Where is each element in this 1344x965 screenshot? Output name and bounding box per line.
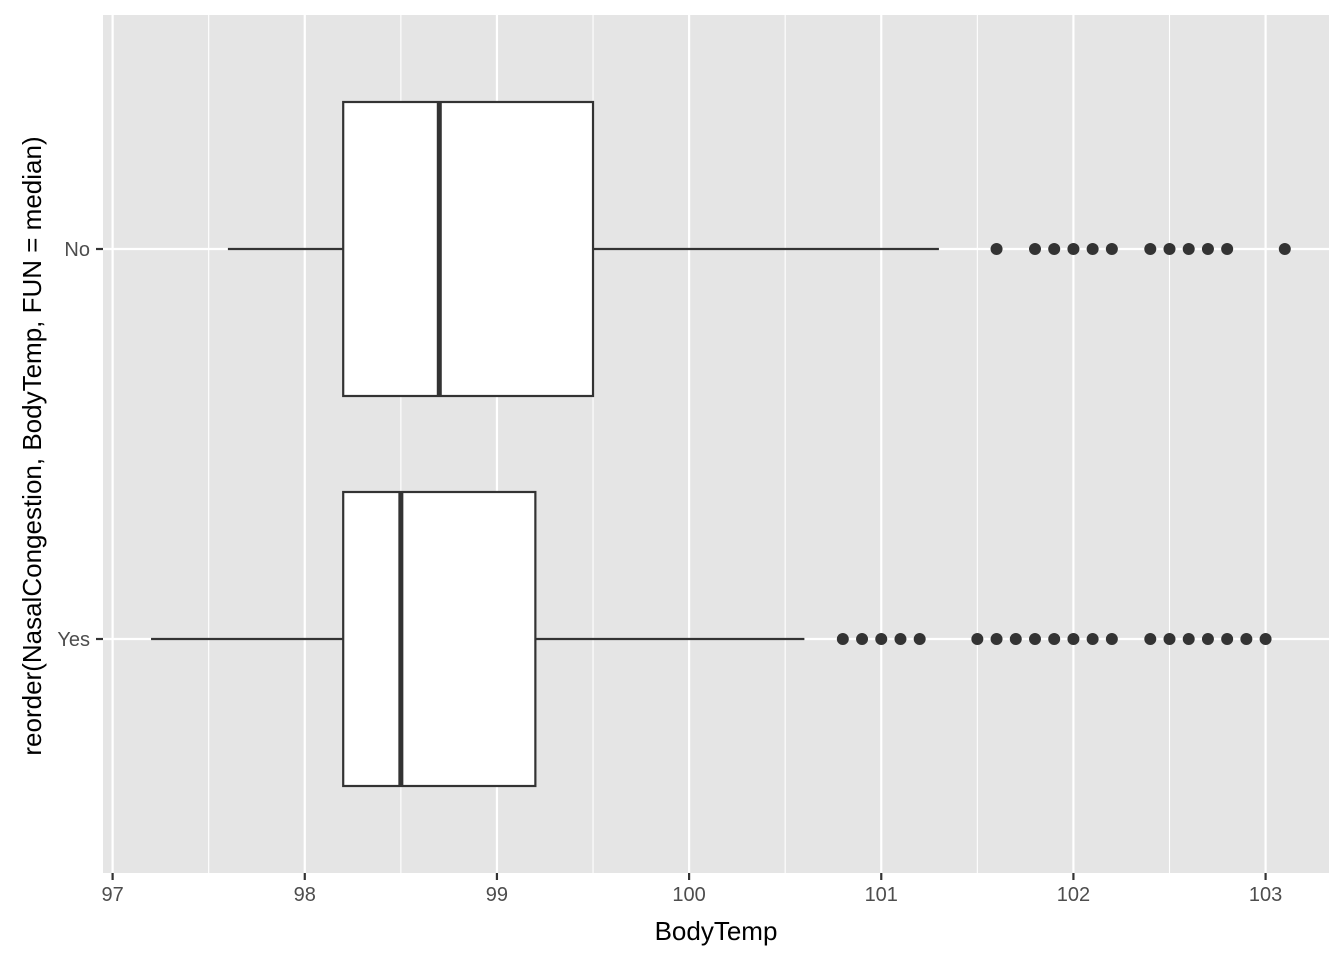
outlier-point bbox=[1144, 633, 1157, 645]
outlier-point bbox=[1240, 633, 1253, 645]
outlier-point bbox=[1086, 243, 1099, 255]
outlier-point bbox=[1144, 243, 1157, 255]
y-tick-label: No bbox=[64, 239, 90, 261]
outlier-point bbox=[1086, 633, 1099, 645]
outlier-point bbox=[913, 633, 926, 645]
box-no bbox=[227, 100, 1291, 398]
outlier-point bbox=[1048, 243, 1061, 255]
x-tick-label: 97 bbox=[101, 884, 123, 906]
outlier-point bbox=[1201, 633, 1214, 645]
x-tick-label: 103 bbox=[1249, 884, 1282, 906]
outlier-point bbox=[1163, 633, 1176, 645]
outlier-point bbox=[990, 633, 1003, 645]
outlier-point bbox=[875, 633, 888, 645]
x-tick-label: 101 bbox=[865, 884, 898, 906]
x-tick-label: 98 bbox=[294, 884, 316, 906]
outlier-point bbox=[990, 243, 1003, 255]
outlier-point bbox=[1221, 243, 1234, 255]
box-iqr bbox=[342, 100, 595, 398]
outlier-point bbox=[1067, 243, 1080, 255]
outlier-point bbox=[1028, 633, 1041, 645]
outlier-point bbox=[1105, 243, 1118, 255]
outlier-point bbox=[1009, 633, 1022, 645]
y-tick-label: Yes bbox=[57, 629, 90, 651]
outlier-point bbox=[894, 633, 907, 645]
outlier-point bbox=[1163, 243, 1176, 255]
outlier-point bbox=[856, 633, 869, 645]
outlier-point bbox=[1048, 633, 1061, 645]
outlier-point bbox=[1259, 633, 1272, 645]
outlier-point bbox=[1105, 633, 1118, 645]
x-tick-label: 102 bbox=[1057, 884, 1090, 906]
outlier-point bbox=[1278, 243, 1291, 255]
x-axis-title: BodyTemp bbox=[655, 916, 778, 946]
outlier-point bbox=[1028, 243, 1041, 255]
y-axis-ticks: No Yes bbox=[57, 239, 103, 651]
outlier-point bbox=[1182, 243, 1195, 255]
outlier-point bbox=[971, 633, 984, 645]
plot-panel bbox=[103, 15, 1329, 873]
x-tick-label: 100 bbox=[672, 884, 705, 906]
x-tick-label: 99 bbox=[486, 884, 508, 906]
boxes-layer bbox=[151, 100, 1291, 788]
x-axis-ticks: 97 98 99 100 101 102 103 bbox=[101, 873, 1282, 906]
y-axis-title: reorder(NasalCongestion, BodyTemp, FUN =… bbox=[17, 136, 47, 755]
box-iqr bbox=[342, 490, 537, 788]
outlier-point bbox=[1201, 243, 1214, 255]
outlier-point bbox=[1067, 633, 1080, 645]
box-yes bbox=[151, 490, 1272, 788]
outlier-point bbox=[836, 633, 849, 645]
outlier-point bbox=[1221, 633, 1234, 645]
outlier-point bbox=[1182, 633, 1195, 645]
